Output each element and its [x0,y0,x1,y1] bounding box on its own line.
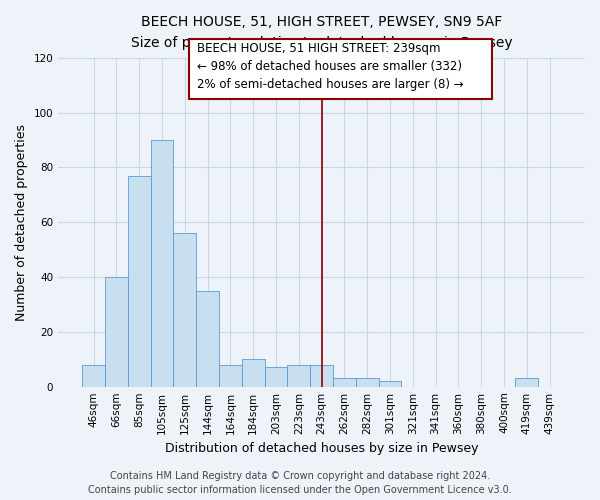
FancyBboxPatch shape [188,38,492,99]
Title: BEECH HOUSE, 51, HIGH STREET, PEWSEY, SN9 5AF
Size of property relative to detac: BEECH HOUSE, 51, HIGH STREET, PEWSEY, SN… [131,15,512,50]
Bar [128,176,151,386]
Bar [105,277,128,386]
Bar [287,364,310,386]
Bar [151,140,173,386]
Bar [356,378,379,386]
X-axis label: Distribution of detached houses by size in Pewsey: Distribution of detached houses by size … [165,442,478,455]
Bar [310,364,333,386]
Bar [82,364,105,386]
Bar [219,364,242,386]
Bar [196,290,219,386]
Bar [265,368,287,386]
Bar [379,381,401,386]
Bar [515,378,538,386]
Bar [173,233,196,386]
Bar [242,360,265,386]
Text: Contains HM Land Registry data © Crown copyright and database right 2024.
Contai: Contains HM Land Registry data © Crown c… [88,471,512,495]
Y-axis label: Number of detached properties: Number of detached properties [15,124,28,320]
Text: BEECH HOUSE, 51 HIGH STREET: 239sqm
← 98% of detached houses are smaller (332)
2: BEECH HOUSE, 51 HIGH STREET: 239sqm ← 98… [197,42,463,91]
Bar [333,378,356,386]
